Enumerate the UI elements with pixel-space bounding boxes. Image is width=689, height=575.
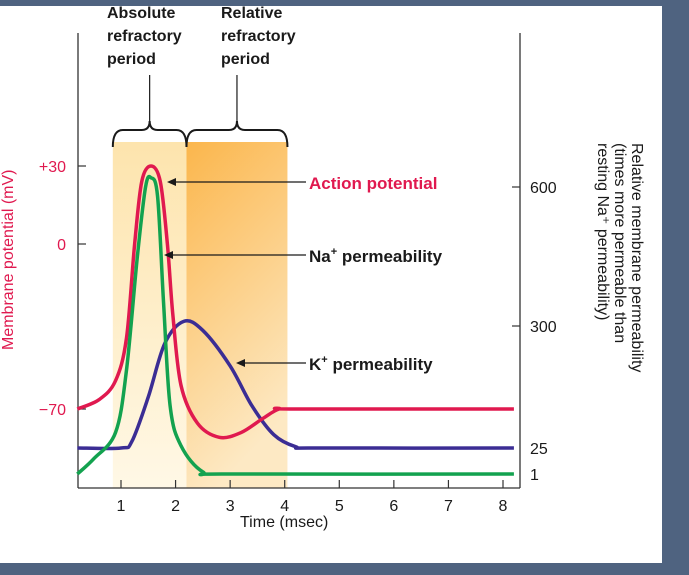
right-tick-label: 25 — [530, 441, 548, 458]
left-tick-label: −70 — [39, 402, 66, 419]
na-permeability-label: Na+ permeability — [309, 246, 443, 266]
label-arrows — [164, 178, 306, 367]
relative-label-line3: period — [221, 51, 270, 68]
x-tick-label: 2 — [171, 498, 180, 515]
na-label-rest: permeability — [337, 247, 442, 266]
na-label-main: Na — [309, 247, 331, 266]
x-ticks: 1 2 3 4 5 6 7 8 — [117, 480, 508, 515]
right-axis-title-line2: (times more permeable than — [611, 143, 628, 343]
x-tick-label: 1 — [117, 498, 126, 515]
figure-panel — [0, 6, 662, 563]
right-y-ticks: 600 300 25 1 — [512, 180, 557, 484]
curves — [76, 164, 514, 477]
relative-label-line2: refractory — [221, 28, 296, 45]
right-tick-label: 1 — [530, 467, 539, 484]
x-tick-label: 4 — [280, 498, 289, 515]
right-tick-label: 600 — [530, 180, 557, 197]
period-braces — [111, 75, 289, 148]
right-axis-title-line1: Relative membrane permeability — [628, 143, 645, 372]
left-tick-label: +30 — [39, 159, 66, 176]
x-tick-label: 6 — [389, 498, 398, 515]
left-y-ticks: +30 0 −70 — [39, 159, 86, 419]
na-label-sup: + — [331, 246, 337, 258]
action-potential-curve — [76, 164, 514, 440]
x-tick-label: 7 — [444, 498, 453, 515]
action-potential-label: Action potential — [309, 174, 437, 193]
left-axis-title: Membrane potential (mV) — [0, 169, 17, 350]
k-permeability-curve — [77, 319, 514, 451]
absolute-period-label: Absolute refractory period — [107, 5, 182, 68]
x-tick-label: 8 — [499, 498, 508, 515]
na-permeability-curve — [76, 174, 514, 477]
relative-label-line1: Relative — [221, 5, 282, 22]
k-label-sup: + — [321, 354, 327, 366]
right-axis-title-line3: resting Na⁺ permeability) — [594, 143, 611, 320]
action-potential-arrow-head — [167, 178, 176, 186]
k-permeability-label: K+ permeability — [309, 354, 433, 374]
relative-period-label: Relative refractory period — [221, 5, 296, 68]
k-label-rest: permeability — [328, 355, 433, 374]
absolute-label-line1: Absolute — [107, 5, 176, 22]
x-tick-label: 3 — [226, 498, 235, 515]
k-permeability-arrow-head — [236, 359, 245, 367]
absolute-label-line3: period — [107, 51, 156, 68]
right-tick-label: 300 — [530, 319, 557, 336]
x-tick-label: 5 — [335, 498, 344, 515]
left-tick-label: 0 — [57, 237, 66, 254]
x-axis-title: Time (msec) — [240, 514, 328, 531]
na-permeability-arrow-head — [164, 251, 173, 259]
absolute-label-line2: refractory — [107, 28, 182, 45]
k-label-main: K — [309, 355, 322, 374]
right-axis-title: Relative membrane permeability (times mo… — [594, 143, 645, 372]
